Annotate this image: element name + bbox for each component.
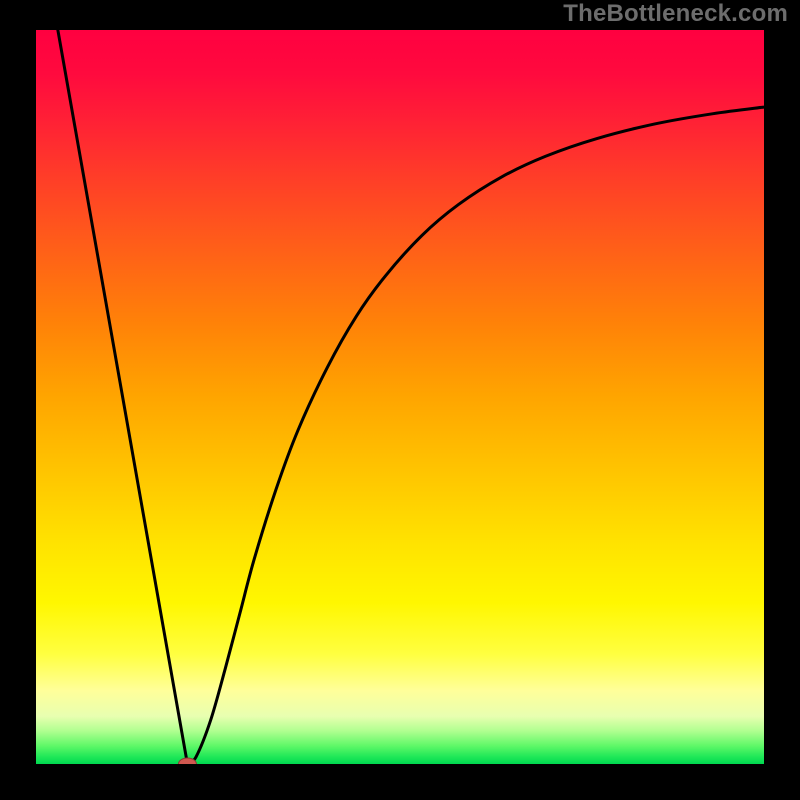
- plot-area: [36, 30, 764, 764]
- bottleneck-curve: [36, 30, 764, 764]
- curve-right-segment: [187, 107, 764, 764]
- image-frame: TheBottleneck.com: [0, 0, 800, 800]
- curve-left-segment: [58, 30, 188, 764]
- watermark-text: TheBottleneck.com: [563, 0, 788, 28]
